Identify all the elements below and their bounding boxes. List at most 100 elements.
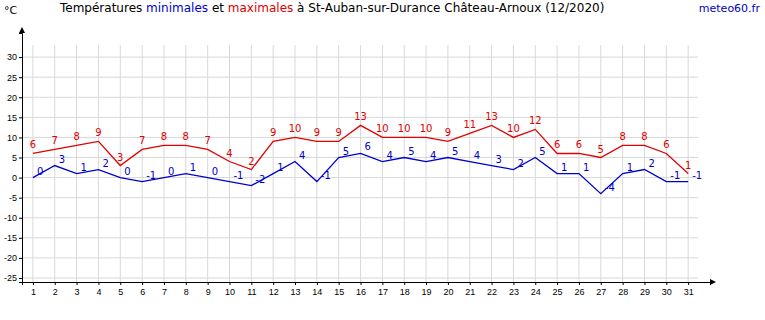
data-label: 4	[299, 150, 305, 161]
data-label: 3	[496, 154, 502, 165]
x-tick: 14	[312, 282, 322, 297]
x-tick-mark	[513, 282, 514, 285]
data-label: 6	[30, 139, 36, 150]
data-label: 1	[627, 162, 633, 173]
data-label: -1	[670, 170, 680, 181]
x-tick-label: 18	[400, 287, 410, 297]
x-tick: 28	[618, 282, 628, 297]
x-tick: 1	[31, 282, 36, 297]
x-tick-label: 26	[574, 287, 584, 297]
x-tick-label: 27	[596, 287, 606, 297]
data-label: 7	[52, 135, 58, 146]
grid-line-x	[185, 45, 186, 282]
grid-line-x	[229, 45, 230, 282]
y-tick-label: 5	[12, 153, 17, 163]
data-label: 0	[124, 166, 130, 177]
x-tick-label: 13	[291, 287, 301, 297]
grid-line-x	[622, 45, 623, 282]
x-tick-mark	[77, 282, 78, 285]
grid-line-x	[142, 45, 143, 282]
data-label: 0	[212, 166, 218, 177]
x-tick-label: 10	[225, 287, 235, 297]
grid-line-x	[316, 45, 317, 282]
grid-line-x	[382, 45, 383, 282]
data-label: 3	[117, 152, 123, 163]
y-tick: 5	[12, 153, 22, 163]
x-tick: 20	[443, 282, 453, 297]
y-tick: -5	[9, 193, 22, 203]
data-label: 11	[463, 119, 476, 130]
grid-line-x	[338, 45, 339, 282]
y-tick: 0	[12, 173, 22, 183]
x-tick-label: 24	[531, 287, 541, 297]
grid-line-x	[447, 45, 448, 282]
grid-line-x	[76, 45, 77, 282]
grid-line-x	[32, 45, 33, 282]
x-tick-label: 17	[378, 287, 388, 297]
grid-line-x	[273, 45, 274, 282]
x-tick-mark	[339, 282, 340, 285]
x-tick-label: 28	[618, 287, 628, 297]
grid-line-x	[120, 45, 121, 282]
data-label: 4	[226, 148, 232, 159]
x-tick: 5	[118, 282, 123, 297]
grid-line-x	[535, 45, 536, 282]
x-tick: 9	[206, 282, 211, 297]
x-tick-mark	[492, 282, 493, 285]
source: meteo60.fr	[699, 2, 761, 15]
x-tick: 25	[553, 282, 563, 297]
data-label: 13	[354, 111, 367, 122]
data-label: 5	[343, 146, 349, 157]
y-tick-mark	[19, 158, 22, 159]
y-tick: 15	[7, 113, 22, 123]
y-tick-mark	[19, 137, 22, 138]
y-tick-mark	[19, 258, 22, 259]
x-tick-mark	[601, 282, 602, 285]
y-axis: -25-20-15-10-5051015202530	[4, 34, 23, 284]
data-label: -4	[605, 182, 615, 193]
data-label: 8	[73, 131, 79, 142]
data-label: 2	[102, 158, 108, 169]
y-tick-label: 30	[7, 52, 17, 62]
y-tick-label: -10	[4, 213, 17, 223]
x-tick-label: 4	[96, 287, 101, 297]
x-tick: 7	[162, 282, 167, 297]
x-tick: 6	[140, 282, 145, 297]
x-tick-label: 16	[356, 287, 366, 297]
x-tick-label: 8	[184, 287, 189, 297]
data-label: 10	[420, 123, 433, 134]
x-tick-mark	[644, 282, 645, 285]
y-tick: 20	[7, 93, 22, 103]
y-tick-label: -15	[4, 233, 17, 243]
data-label: 9	[314, 127, 320, 138]
x-tick-mark	[120, 282, 121, 285]
line-minimales	[33, 153, 688, 193]
y-tick: -20	[4, 253, 22, 263]
data-label: -1	[233, 170, 243, 181]
x-tick-mark	[142, 282, 143, 285]
data-label: 1	[190, 162, 196, 173]
x-tick-mark	[273, 282, 274, 285]
x-tick-mark	[186, 282, 187, 285]
x-tick-label: 22	[487, 287, 497, 297]
data-label: 1	[685, 160, 691, 171]
y-tick-mark	[19, 97, 22, 98]
y-tick-label: -5	[9, 193, 17, 203]
data-label: 6	[576, 139, 582, 150]
data-label: 9	[336, 127, 342, 138]
x-tick: 2	[53, 282, 58, 297]
data-labels: 03120-1010-1-214-1564545432511-412-1-167…	[30, 111, 702, 192]
x-tick-label: 7	[162, 287, 167, 297]
x-tick-label: 14	[312, 287, 322, 297]
data-label: 1	[583, 162, 589, 173]
x-tick-mark	[666, 282, 667, 285]
data-label: 8	[619, 131, 625, 142]
grid-line-x	[644, 45, 645, 282]
data-label: 8	[641, 131, 647, 142]
x-tick-label: 15	[334, 287, 344, 297]
data-label: 10	[289, 123, 302, 134]
y-tick: -15	[4, 233, 22, 243]
y-tick-label: 10	[7, 133, 17, 143]
data-label: 9	[445, 127, 451, 138]
x-tick-label: 12	[269, 287, 279, 297]
